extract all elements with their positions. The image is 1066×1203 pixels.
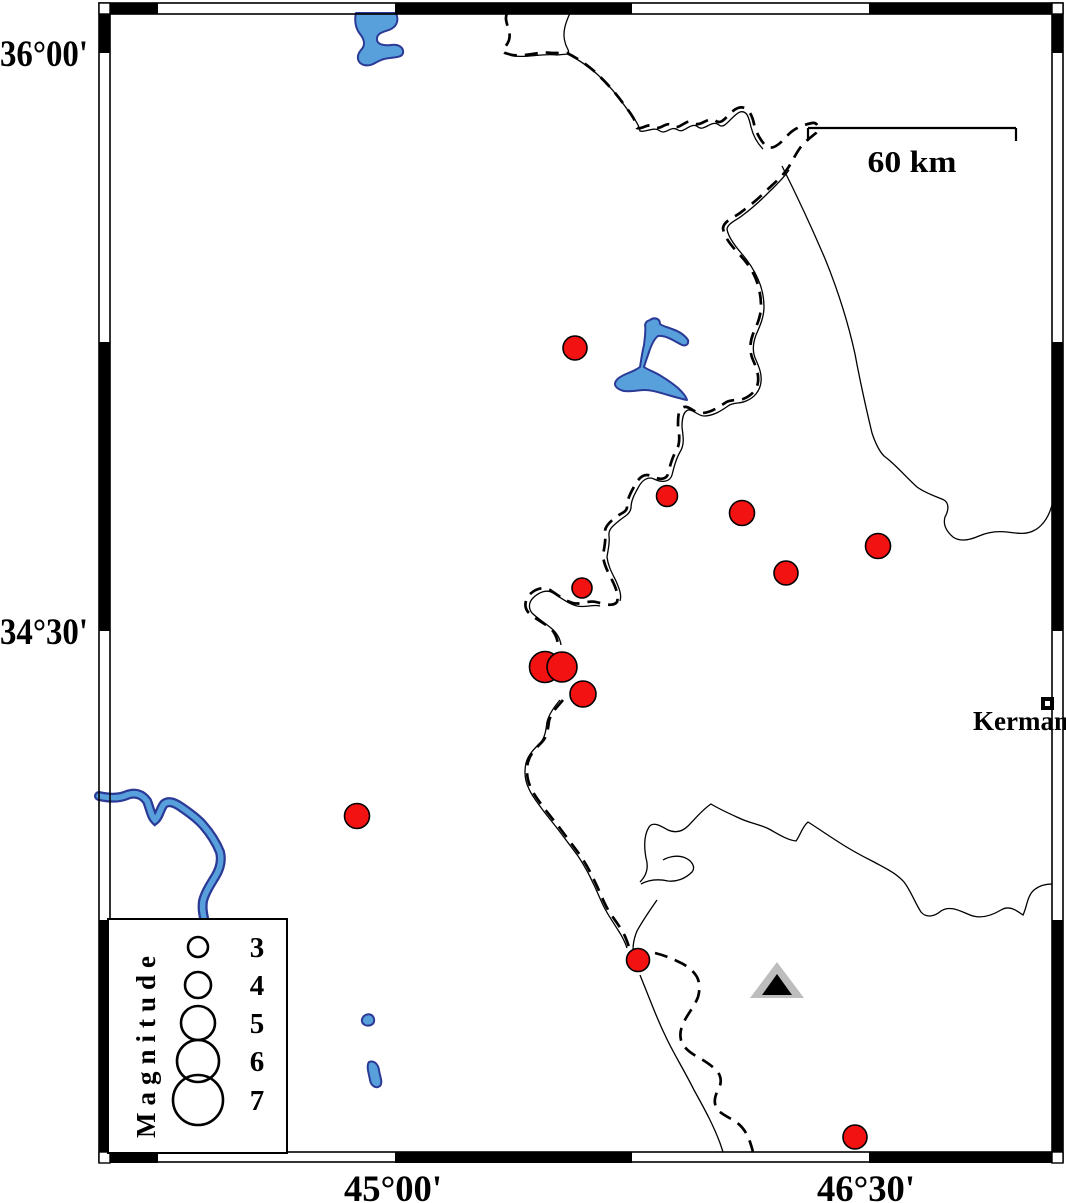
longitude-label: 46°30' [817,1169,915,1203]
epicenter-marker [343,802,371,830]
city-label: Kerman [973,706,1066,736]
border-path [501,12,820,1153]
river-southeast-fork [640,855,695,885]
legend-value: 6 [250,1046,265,1078]
epicenter-markers [343,335,892,1150]
legend-circle-mag-7 [171,1073,225,1127]
river-lines [512,12,1053,1153]
island-small-1 [360,1013,376,1027]
station-triangle-icon [762,974,792,995]
scale-bar-line [806,126,1018,141]
seismic-station [750,962,804,998]
legend-value: 7 [250,1085,265,1117]
legend-value: 4 [250,970,265,1002]
legend-circle-mag-3 [186,935,210,959]
longitude-label: 45°00' [344,1169,442,1203]
scale-bar: 60 km [806,126,1018,179]
legend-value: 5 [250,1008,265,1040]
legend-entries: 3 4 5 6 7 [171,932,265,1127]
epicenter-marker [655,484,679,508]
epicenter-marker [569,680,597,708]
border-dashed [501,12,820,1153]
latitude-label: 34°30' [0,612,88,653]
lake-middle [614,317,690,401]
river-southeast [639,803,1053,918]
legend-title: Magnitude [131,949,161,1138]
frame-black-segments [99,3,1063,1163]
axis-labels: 36°00' 34°30' 45°00' 46°30' [0,34,915,1203]
latitude-label: 36°00' [0,34,88,75]
epicenter-marker [864,532,892,560]
epicenter-marker [773,560,799,586]
city-kermanshah: Kerman [973,697,1066,736]
epicenter-marker [842,1124,868,1150]
frame-corner-squares [98,2,1064,1164]
legend-value: 3 [250,932,265,964]
river-blue-left-fill [96,790,224,921]
river-border-companion [512,12,790,1153]
lake-top [354,12,405,67]
epicenter-marker [728,499,756,527]
island-small-2 [366,1060,383,1089]
river-south-branch [632,899,658,951]
epicenter-marker [571,577,593,599]
legend-circle-mag-6 [175,1038,221,1084]
water-bodies [94,12,690,1089]
city-marker-inner [1045,701,1050,706]
magnitude-legend: Magnitude 3 4 5 6 7 [107,918,288,1154]
epicenter-marker [625,947,651,973]
epicenter-marker [546,651,578,683]
epicenter-marker [562,335,588,361]
legend-circle-mag-4 [183,970,213,1000]
map-frame [98,2,1064,1164]
river-east [781,165,1053,541]
scale-bar-label: 60 km [868,144,957,179]
